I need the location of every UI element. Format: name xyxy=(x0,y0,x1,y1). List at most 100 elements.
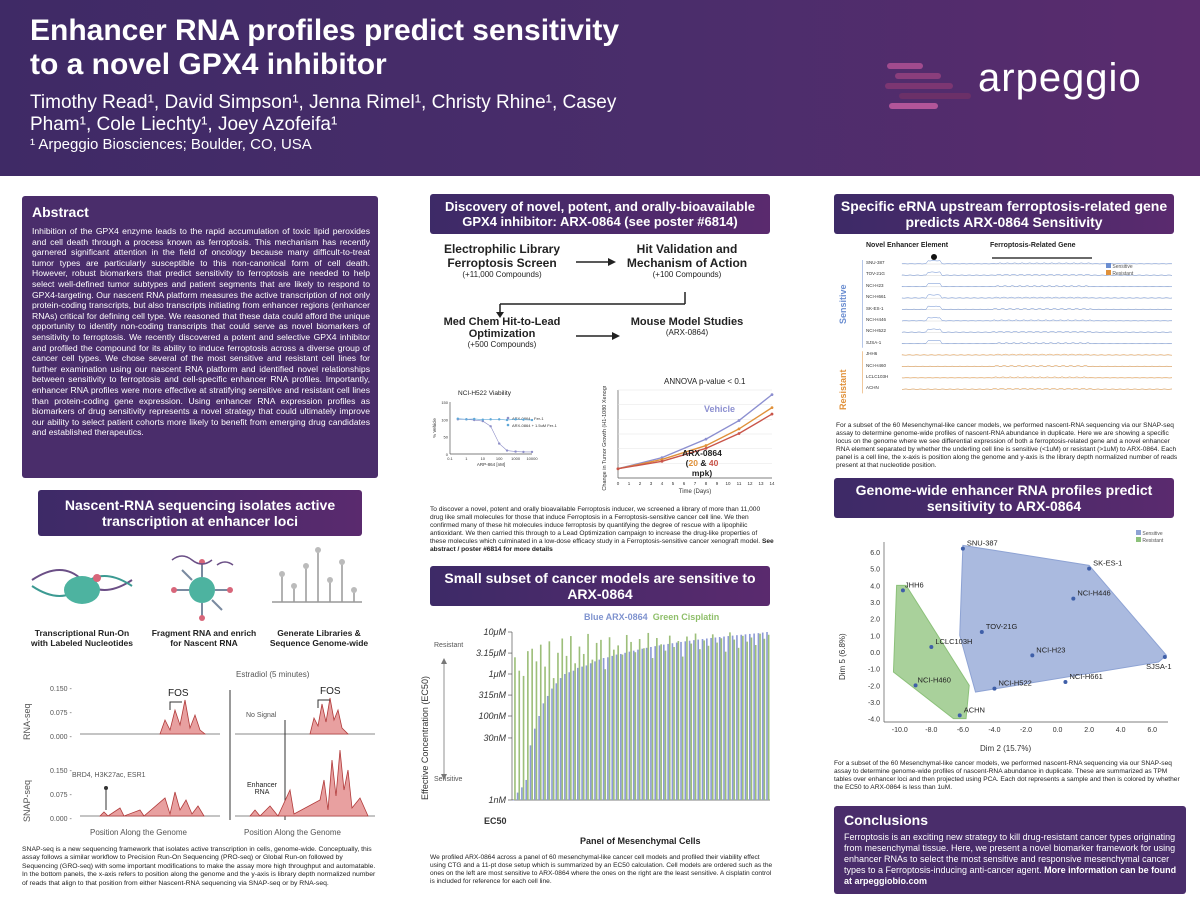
ec50-bar xyxy=(539,644,542,800)
ec50-bar xyxy=(522,675,525,800)
ec50-bar xyxy=(688,640,691,800)
ec50-bar xyxy=(559,678,562,800)
rnaseq-fos-peak-right xyxy=(309,697,349,735)
ec50-bar xyxy=(742,635,744,800)
viability-ytick: 150 xyxy=(441,400,448,405)
ec50-ylabel: Effective Concentration (EC50) xyxy=(420,676,430,800)
ec50-bar xyxy=(703,640,705,800)
erna-track-signal xyxy=(901,376,1173,379)
ec50-bar xyxy=(694,633,697,800)
growth-xtick: 3 xyxy=(650,481,653,486)
ec50-bar xyxy=(684,641,687,800)
erna-track-label: SK-ES-1 xyxy=(866,305,884,311)
ec50-bar xyxy=(677,641,680,800)
step-mouse-model: Mouse Model Studies (ARX-0864) xyxy=(622,316,752,337)
erna-track-signal xyxy=(901,317,1173,322)
ec50-bar xyxy=(686,636,688,800)
ec50-bar xyxy=(757,633,760,800)
erna-track-signal xyxy=(901,271,1173,276)
nascent-caption: SNAP-seq is a new sequencing framework t… xyxy=(22,846,376,887)
anova-label: ANNOVA p-value < 0.1 xyxy=(664,377,746,386)
rna-tick-1: 0.150 - xyxy=(50,686,72,693)
pca-point-label: NCI-H23 xyxy=(1036,645,1065,654)
viability-ytick: 0 xyxy=(446,452,449,457)
erna-track-label: NCI-H661 xyxy=(866,294,887,300)
ec50-bar xyxy=(632,650,635,800)
ec50-bar xyxy=(753,633,755,800)
ec50-bar xyxy=(591,659,594,800)
erna-track-label: NCI-H522 xyxy=(866,328,887,334)
erna-resistant-label: Resistant xyxy=(838,369,848,410)
pca-point xyxy=(957,713,962,718)
viability-legend-label: ARX-0864 + 1.5uM Fer-1 xyxy=(512,423,558,428)
ec50-bar xyxy=(650,646,652,800)
growth-point xyxy=(737,432,741,435)
pca-point-label: TOV-21G xyxy=(986,622,1018,631)
erna-track-signal xyxy=(901,283,1173,288)
ec50-bar xyxy=(594,661,596,800)
pca-legend-sens-swatch xyxy=(1136,530,1141,535)
growth-xtick: 5 xyxy=(672,481,675,486)
ec50-bar xyxy=(693,640,695,800)
pca-legend-sens: Sensitive xyxy=(1142,531,1163,537)
rnaseq-ticks: 0.150 - 0.075 - 0.000 - xyxy=(50,678,72,750)
viability-point xyxy=(514,418,517,421)
conclusions-link[interactable]: More information can be found at arpeggi… xyxy=(844,865,1177,886)
ec50-bar xyxy=(527,651,529,800)
viability-point xyxy=(473,417,476,421)
conclusions-panel: Conclusions Ferroptosis is an exciting n… xyxy=(834,806,1186,894)
ec50-bar xyxy=(759,633,761,800)
pca-point xyxy=(913,683,918,688)
arx-dose-values: (20 & 40 mpk) xyxy=(680,458,724,478)
pca-xtick: -10.0 xyxy=(892,727,908,734)
step-run-on-label: Transcriptional Run-On with Labeled Nucl… xyxy=(30,628,134,648)
ec50-bar xyxy=(718,637,721,800)
ec50-bar xyxy=(607,657,609,800)
ec50-bar xyxy=(673,646,675,800)
ec50-bar xyxy=(714,637,717,800)
viability-ytick: 100 xyxy=(441,417,448,422)
pca-ytick: 6.0 xyxy=(870,550,880,557)
growth-xtick: 1 xyxy=(628,481,631,486)
erna-tracks-plot xyxy=(862,254,1173,394)
erna-legend-sens: Sensitive xyxy=(1112,264,1133,270)
pca-point xyxy=(960,546,965,551)
ec50-bar xyxy=(637,649,639,800)
poster-title: Enhancer RNA profiles predict sensitivit… xyxy=(30,14,620,81)
ec50-bar xyxy=(723,636,725,800)
dose-amp: & xyxy=(697,458,709,468)
viability-legend-label: ARX-0864 - Fer-1 xyxy=(512,416,544,421)
rna-tick-2: 0.075 - xyxy=(50,710,72,717)
nascent-section-title: Nascent-RNA sequencing isolates active t… xyxy=(38,490,362,536)
ec50-bar xyxy=(514,657,516,800)
erna-track-signal xyxy=(901,260,1173,265)
ec50-bar xyxy=(617,645,619,800)
pca-point-label: NCI-H522 xyxy=(998,679,1031,688)
erna-track-label: NCI-H460 xyxy=(866,362,887,368)
genome-xlabel-right: Position Along the Genome xyxy=(244,828,341,837)
ec50-legend: Blue ARX-0864 Green Cisplatin xyxy=(584,612,719,622)
ec50-bar xyxy=(654,646,657,800)
pca-xtick: -8.0 xyxy=(925,727,937,734)
growth-point xyxy=(660,459,664,463)
pca-point xyxy=(1071,596,1076,601)
ec50-bar xyxy=(625,634,628,800)
viability-point xyxy=(530,418,534,422)
pca-xtick: -2.0 xyxy=(1020,727,1032,734)
ec50-bar xyxy=(574,663,576,800)
pca-point-label: ACHN xyxy=(964,705,985,714)
ec50-bar xyxy=(740,634,743,800)
author-list: Timothy Read¹, David Simpson¹, Jenna Rim… xyxy=(30,92,617,135)
erna-track-label: NCI-H446 xyxy=(866,317,887,322)
ec50-ytick: 3.15μM xyxy=(476,648,506,658)
ec50-bar xyxy=(733,639,736,800)
erna-track-label: LCLC103H xyxy=(866,374,889,379)
pca-legend-res: Resistant xyxy=(1142,538,1164,544)
ec50-bar xyxy=(750,637,753,800)
genome-xlabel-left: Position Along the Genome xyxy=(90,828,187,837)
arx-dose-label: ARX-0864 (20 & 40 mpk) xyxy=(680,448,724,478)
dose-unit: mpk) xyxy=(691,468,713,478)
ec50-bar xyxy=(585,665,588,800)
discovery-section-title: Discovery of novel, potent, and orally-b… xyxy=(430,194,770,234)
estradiol-label: Estradiol (5 minutes) xyxy=(236,670,310,679)
